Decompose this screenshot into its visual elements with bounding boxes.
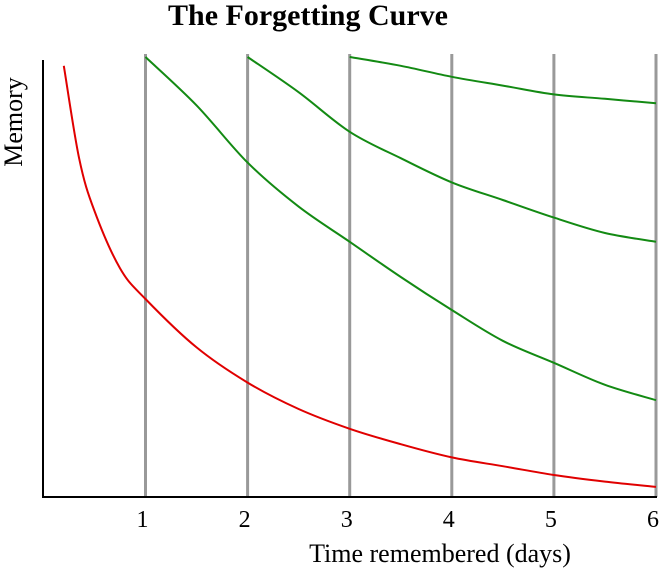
x-tick-label: 4 [443,507,455,533]
x-tick-labels: 1 2 3 4 5 6 [137,507,660,533]
x-tick-label: 2 [239,507,251,533]
grid-lines [144,54,658,497]
review-curve-line-3 [349,56,657,105]
curves-group [62,56,657,488]
x-tick-label: 5 [545,507,557,533]
x-tick-label: 3 [341,507,353,533]
review-curve-line-2 [247,56,657,243]
x-tick-label: 1 [137,507,149,533]
forgetting-curve-line [62,65,657,488]
x-tick-label: 6 [647,507,659,533]
y-axis-label: Memory [0,77,28,167]
review-curve-line-1 [144,56,657,402]
x-axis-label: Time remembered (days) [309,539,571,568]
chart-title: The Forgetting Curve [168,0,448,32]
